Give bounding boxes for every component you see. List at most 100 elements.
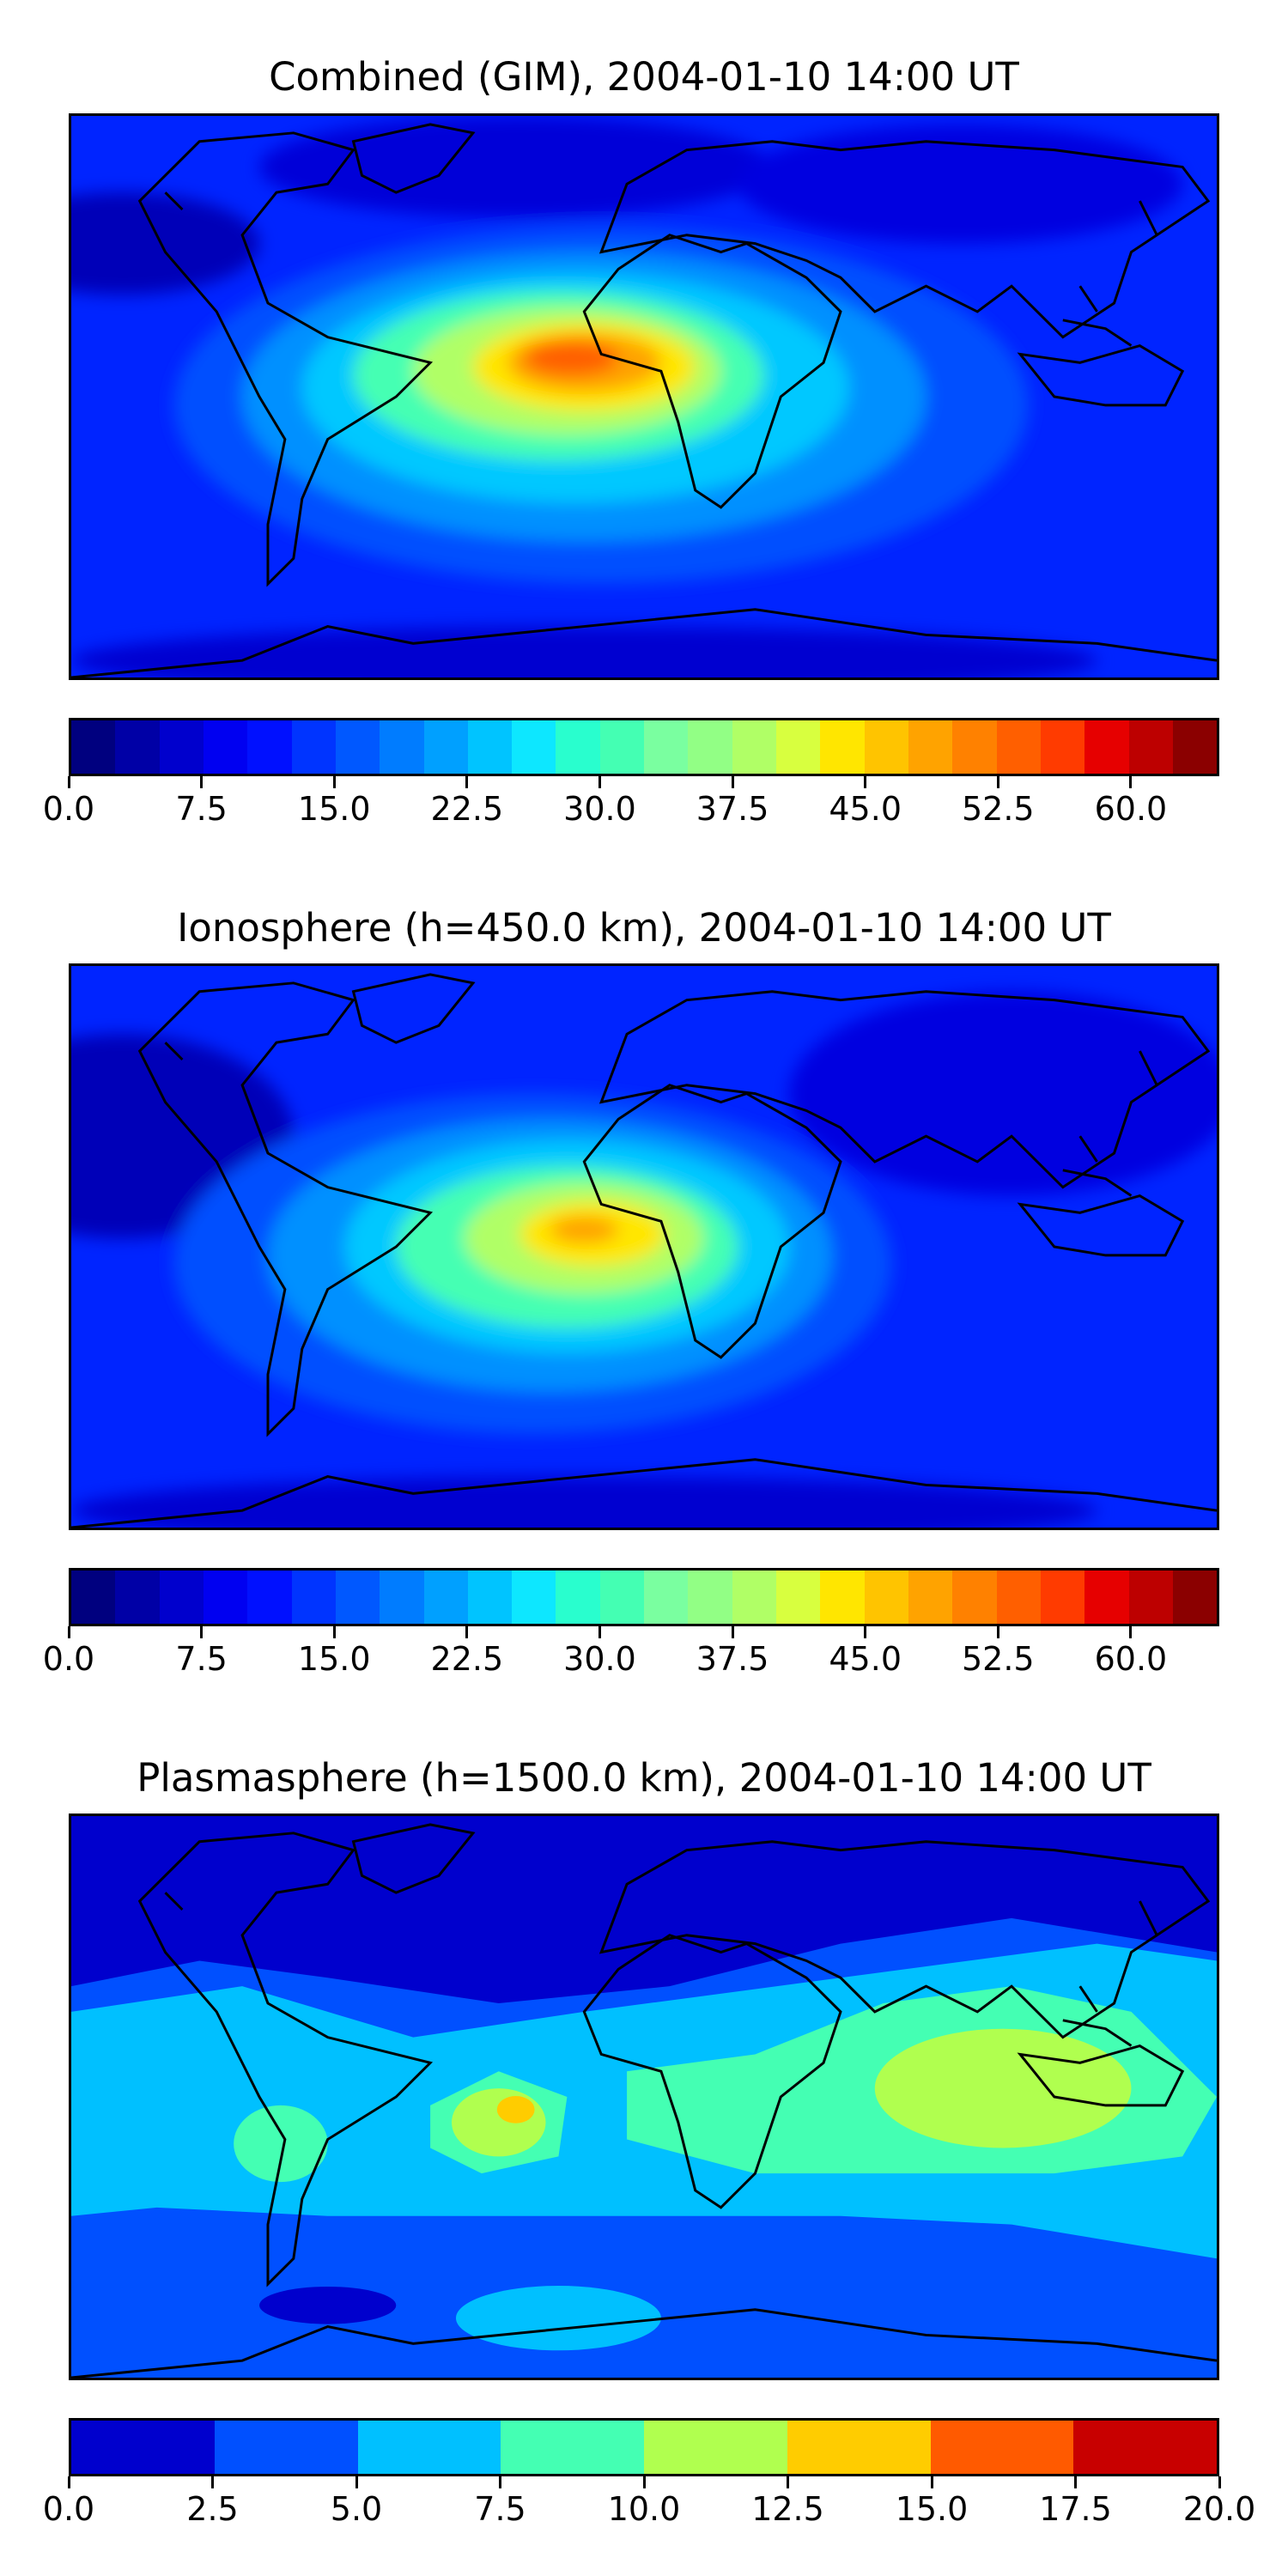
colorbar-tick	[67, 2476, 70, 2488]
colorbar-tick	[598, 776, 601, 788]
colorbar-segment	[71, 720, 116, 774]
coastlines	[71, 123, 1217, 677]
colorbar-tick-label: 37.5	[696, 790, 769, 828]
colorbar-segment	[380, 1571, 424, 1624]
colorbar-segment	[996, 720, 1041, 774]
colorbar-tick	[1218, 2476, 1221, 2488]
colorbar-tick	[200, 776, 204, 788]
colorbar-segment	[644, 1571, 689, 1624]
colorbar-tick	[465, 1626, 469, 1638]
colorbar-segment	[556, 720, 600, 774]
colorbar-segment	[787, 2421, 931, 2474]
colorbar-tick	[67, 776, 70, 788]
colorbar-segment	[1073, 2421, 1217, 2474]
colorbar-tick	[67, 1626, 70, 1638]
colorbar-segment	[203, 1571, 248, 1624]
colorbar-segment	[159, 1571, 204, 1624]
colorbar-tick-label: 30.0	[563, 790, 636, 828]
colorbar-tick	[787, 2476, 789, 2488]
colorbar-segment	[996, 1571, 1041, 1624]
map-title-ionosphere: Ionosphere (h=450.0 km), 2004-01-10 14:0…	[177, 905, 1111, 951]
colorbar-tick	[930, 2476, 933, 2488]
colorbar-segment	[599, 1571, 645, 1624]
colorbar-ionosphere	[69, 1568, 1219, 1626]
colorbar-tick-label: 7.5	[175, 790, 228, 828]
colorbar-tick	[465, 776, 469, 788]
colorbar-segment	[115, 1571, 160, 1624]
colorbar-segment	[71, 2421, 215, 2474]
colorbar-tick	[1129, 776, 1133, 788]
colorbar-tick-label: 52.5	[961, 1640, 1035, 1678]
colorbar-segment	[952, 1571, 997, 1624]
colorbar-segment	[467, 1571, 513, 1624]
colorbar-tick	[864, 776, 867, 788]
colorbar-segment	[335, 1571, 380, 1624]
map-plasmasphere	[69, 1814, 1219, 2380]
colorbar-segment	[423, 1571, 468, 1624]
colorbar-tick-label: 22.5	[430, 1640, 504, 1678]
colorbar-segment	[357, 2421, 501, 2474]
colorbar-tick	[211, 2476, 214, 2488]
map-title-plasmasphere: Plasmasphere (h=1500.0 km), 2004-01-10 1…	[137, 1755, 1151, 1801]
colorbar-segment	[1172, 720, 1218, 774]
colorbar-segment	[908, 1571, 953, 1624]
colorbar-segment	[688, 1571, 732, 1624]
colorbar-tick-label: 2.5	[186, 2490, 239, 2528]
colorbar-segment	[291, 1571, 336, 1624]
colorbar-segment	[71, 1571, 116, 1624]
colorbar-tick	[355, 2476, 358, 2488]
colorbar-segment	[908, 720, 953, 774]
colorbar-segment	[501, 2421, 644, 2474]
colorbar-segment	[776, 720, 821, 774]
colorbar-segment	[1040, 1571, 1085, 1624]
tec-map-combined	[71, 116, 1217, 677]
colorbar-tick-label: 10.0	[607, 2490, 681, 2528]
colorbar-tick	[1074, 2476, 1077, 2488]
colorbar-segment	[599, 720, 645, 774]
colorbar-tick	[996, 776, 999, 788]
colorbar-segment	[556, 1571, 600, 1624]
colorbar-segment	[247, 720, 292, 774]
map-title-combined: Combined (GIM), 2004-01-10 14:00 UT	[269, 54, 1019, 100]
colorbar-segment	[732, 720, 776, 774]
coastlines	[71, 973, 1217, 1528]
colorbar-segment	[688, 720, 732, 774]
colorbar-tick-label: 12.5	[751, 2490, 824, 2528]
colorbar-segment	[291, 720, 336, 774]
colorbar-tick	[332, 1626, 336, 1638]
colorbar-segment	[214, 2421, 358, 2474]
coastlines	[71, 1823, 1217, 2378]
colorbar-tick-label: 7.5	[175, 1640, 228, 1678]
colorbar-segment	[1084, 1571, 1129, 1624]
colorbar-tick	[996, 1626, 999, 1638]
colorbar-segment	[930, 2421, 1074, 2474]
colorbar-tick-label: 7.5	[474, 2490, 526, 2528]
colorbar-combined	[69, 718, 1219, 776]
colorbar-segment	[776, 1571, 821, 1624]
colorbar-tick-label: 45.0	[829, 1640, 902, 1678]
colorbar-segment	[1084, 720, 1129, 774]
colorbar-tick	[642, 2476, 646, 2488]
map-combined	[69, 113, 1219, 680]
colorbar-tick-label: 0.0	[42, 2490, 95, 2528]
map-ionosphere	[69, 963, 1219, 1530]
colorbar-segment	[820, 720, 865, 774]
colorbar-tick-label: 5.0	[330, 2490, 383, 2528]
colorbar-segment	[644, 2421, 787, 2474]
colorbar-segment	[1040, 720, 1085, 774]
colorbar-segment	[335, 720, 380, 774]
colorbar-plasmasphere	[69, 2418, 1219, 2476]
colorbar-segment	[952, 720, 997, 774]
colorbar-segment	[1172, 1571, 1218, 1624]
colorbar-tick	[332, 776, 336, 788]
colorbar-tick	[864, 1626, 867, 1638]
colorbar-tick-label: 15.0	[297, 790, 371, 828]
colorbar-tick-label: 60.0	[1094, 790, 1168, 828]
colorbar-tick-label: 0.0	[42, 790, 95, 828]
colorbar-tick	[200, 1626, 204, 1638]
colorbar-tick	[598, 1626, 601, 1638]
colorbar-tick-label: 15.0	[297, 1640, 371, 1678]
colorbar-segment	[247, 1571, 292, 1624]
colorbar-segment	[512, 720, 556, 774]
colorbar-tick	[1129, 1626, 1133, 1638]
